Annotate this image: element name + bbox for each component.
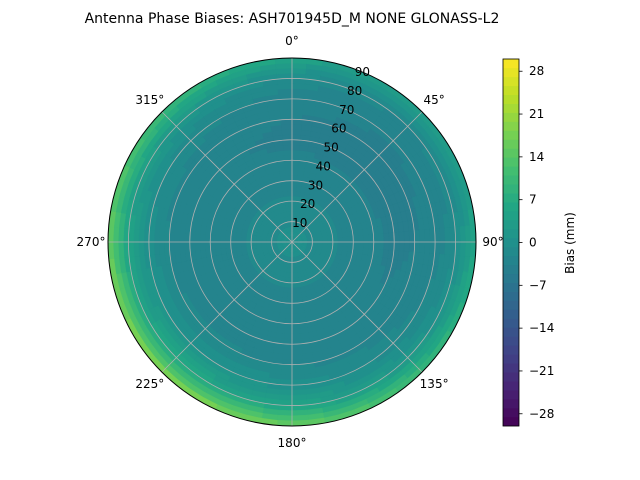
colorbar-band bbox=[503, 398, 519, 409]
colorbar-band bbox=[503, 318, 519, 328]
colorbar-band bbox=[503, 237, 519, 248]
colorbar-band bbox=[503, 291, 519, 301]
colorbar-band bbox=[503, 282, 519, 292]
colorbar-tick-label: 0 bbox=[529, 236, 537, 250]
radial-tick-label: 70 bbox=[339, 103, 354, 117]
colorbar-band bbox=[503, 309, 519, 319]
colorbar-tick-label: −14 bbox=[529, 321, 554, 335]
angular-tick-label: 135° bbox=[420, 377, 449, 391]
angular-tick-label: 315° bbox=[135, 93, 164, 107]
angular-tick-label: 90° bbox=[482, 235, 503, 249]
colorbar-band bbox=[503, 219, 519, 230]
colorbar-band bbox=[503, 407, 519, 418]
colorbar-band bbox=[503, 354, 519, 364]
colorbar-band bbox=[503, 202, 519, 212]
radial-tick-label: 10 bbox=[292, 216, 307, 230]
colorbar-band bbox=[503, 381, 519, 391]
angular-tick-label: 45° bbox=[423, 93, 444, 107]
radial-tick-label: 80 bbox=[347, 84, 362, 98]
radial-tick-label: 40 bbox=[316, 159, 331, 173]
radial-tick-label: 50 bbox=[323, 141, 338, 155]
radial-tick-label: 20 bbox=[300, 197, 315, 211]
colorbar-band bbox=[503, 228, 519, 239]
chart-title: Antenna Phase Biases: ASH701945D_M NONE … bbox=[85, 11, 500, 27]
colorbar-band bbox=[503, 273, 519, 283]
colorbar-band bbox=[503, 112, 519, 122]
colorbar-band bbox=[503, 336, 519, 346]
colorbar-band bbox=[503, 300, 519, 310]
colorbar: −28 −21 −14 −7 0 7 14 21 28 Bias (mm) bbox=[502, 58, 577, 427]
colorbar-ticks: −28 −21 −14 −7 0 7 14 21 28 bbox=[519, 64, 554, 421]
colorbar-band bbox=[503, 345, 519, 355]
colorbar-band bbox=[503, 67, 519, 78]
colorbar-band bbox=[503, 94, 519, 104]
colorbar-band bbox=[503, 264, 519, 275]
colorbar-band bbox=[503, 85, 519, 96]
colorbar-band bbox=[503, 103, 519, 113]
colorbar-band bbox=[503, 363, 519, 373]
colorbar-band bbox=[503, 130, 519, 140]
colorbar-tick-label: −28 bbox=[529, 407, 554, 421]
colorbar-band bbox=[503, 157, 519, 167]
angular-tick-label: 180° bbox=[278, 436, 307, 450]
colorbar-tick-label: −7 bbox=[529, 278, 547, 292]
angular-tick-label: 0° bbox=[285, 34, 299, 48]
radial-tick-label: 90 bbox=[355, 65, 370, 79]
colorbar-label: Bias (mm) bbox=[563, 212, 577, 274]
colorbar-band bbox=[503, 327, 519, 337]
colorbar-band bbox=[503, 389, 519, 400]
colorbar-tick-label: 7 bbox=[529, 193, 537, 207]
colorbar-band bbox=[503, 246, 519, 257]
colorbar-band bbox=[503, 372, 519, 382]
colorbar-band bbox=[503, 121, 519, 131]
colorbar-bands bbox=[503, 58, 519, 427]
radial-tick-label: 30 bbox=[308, 178, 323, 192]
colorbar-band bbox=[503, 76, 519, 87]
colorbar-tick-label: 28 bbox=[529, 64, 544, 78]
colorbar-band bbox=[503, 416, 519, 427]
polar-plot-area: 10 20 30 40 50 60 70 80 90 0° 45° 90° 135° 180° 225° 2… bbox=[77, 34, 504, 450]
colorbar-band bbox=[503, 148, 519, 158]
angular-tick-label: 270° bbox=[77, 235, 106, 249]
colorbar-band bbox=[503, 193, 519, 203]
angular-tick-label: 225° bbox=[135, 377, 164, 391]
colorbar-band bbox=[503, 166, 519, 176]
colorbar-tick-label: 21 bbox=[529, 107, 544, 121]
colorbar-tick-label: −21 bbox=[529, 364, 554, 378]
colorbar-tick-label: 14 bbox=[529, 150, 544, 164]
colorbar-band bbox=[503, 139, 519, 149]
polar-grid bbox=[108, 58, 476, 426]
radial-tick-label: 60 bbox=[331, 122, 346, 136]
colorbar-band bbox=[503, 58, 519, 69]
colorbar-band bbox=[503, 175, 519, 185]
colorbar-band bbox=[503, 184, 519, 194]
colorbar-band bbox=[503, 210, 519, 221]
colorbar-band bbox=[503, 255, 519, 266]
